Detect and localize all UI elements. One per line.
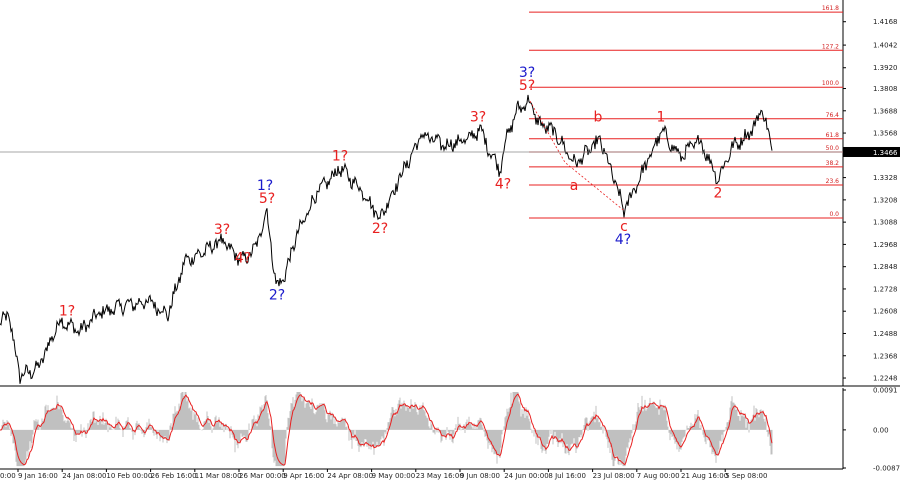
time-tick-label: 8 Jul 16:00: [548, 472, 586, 480]
fib-level-label: 38.2: [826, 160, 840, 167]
fib-level-label: 161.8: [822, 5, 839, 12]
time-tick-label: 9 Jan 16:00: [18, 472, 58, 480]
time-tick-label: 7 Aug 00:00: [637, 472, 680, 480]
price-tick-label: 1.3920: [873, 64, 898, 72]
wave-label: 2?: [372, 221, 388, 237]
price-tick-label: 1.3688: [873, 107, 898, 115]
wave-label: 4?: [235, 251, 251, 267]
wave-label: 3?: [519, 65, 535, 81]
osc-tick-label: 0.0091: [873, 387, 898, 395]
signal-line: [0, 393, 773, 466]
time-tick-label: 24 Apr 08:00: [327, 472, 373, 480]
price-tick-label: 1.4042: [873, 42, 898, 50]
current-price-box: [843, 146, 900, 157]
price-tick-label: 1.2608: [873, 308, 898, 316]
price-tick-label: 1.2368: [873, 352, 898, 360]
wave-label: 1?: [332, 149, 348, 165]
price-tick-label: 1.2248: [873, 375, 898, 383]
price-tick-label: 1.2848: [873, 263, 898, 271]
wave-label: 2: [714, 186, 723, 202]
time-tick-label: 9 May 00:00: [372, 472, 416, 480]
time-tick-label: 26 Mar 00:00: [239, 472, 286, 480]
time-tick-label: 24 Jun 00:00: [504, 472, 548, 480]
wave-label: c: [620, 219, 628, 235]
fib-level-label: 127.2: [822, 43, 839, 50]
fib-level-label: 100.0: [822, 80, 839, 87]
price-tick-label: 1.3208: [873, 196, 898, 204]
time-tick-label: 9 Jun 08:00: [460, 472, 500, 480]
price-tick-label: 1.3568: [873, 130, 898, 138]
price-tick-label: 1.3808: [873, 85, 898, 93]
wave-label: 2?: [269, 288, 285, 304]
wave-label: 3?: [470, 110, 486, 126]
time-tick-label: 5 Sep 08:00: [725, 472, 767, 480]
time-tick-label: 0:00: [0, 472, 16, 480]
wave-label: 4?: [615, 232, 631, 248]
time-tick-label: 26 Feb 16:00: [151, 472, 197, 480]
oscillator-series: 0.0091 0.00 -0.0087: [0, 387, 900, 473]
fib-level-label: 50.0: [826, 145, 840, 152]
time-tick-labels: 0:00 9 Jan 16:00 24 Jan 08:00 10 Feb 00:002…: [0, 469, 767, 480]
fib-level-label: 0.0: [829, 211, 839, 218]
fib-level-label: 61.8: [826, 132, 840, 139]
price-tick-label: 1.3328: [873, 174, 898, 182]
price-tick-label: 1.3088: [873, 219, 898, 227]
price-tick-label: 1.4168: [873, 18, 898, 26]
wave-label: 1?: [257, 178, 273, 194]
wave-label: 4?: [495, 176, 511, 192]
fib-level-label: 23.6: [826, 178, 840, 185]
wave-label: 1: [657, 110, 666, 126]
wave-label: 5?: [519, 78, 535, 94]
osc-tick-label: -0.0087: [873, 465, 900, 473]
time-tick-label: 23 May 16:00: [416, 472, 464, 480]
wave-label: 1?: [59, 303, 75, 319]
wave-connector-line: [529, 100, 625, 211]
price-tick-label: 1.2728: [873, 285, 898, 293]
time-tick-label: 9 Apr 16:00: [283, 472, 324, 480]
wave-label: a: [570, 178, 579, 194]
wave-label: 5?: [259, 191, 275, 207]
price-tick-label: 1.2488: [873, 330, 898, 338]
fib-level-label: 76.4: [826, 112, 840, 119]
time-tick-label: 10 Feb 00:00: [106, 472, 152, 480]
price-series: [0, 94, 843, 384]
price-tick-labels: 1.4168 1.4042 1.3920 1.3808 1.3688 1.3568 1.34…: [843, 18, 900, 383]
osc-tick-label: 0.00: [873, 426, 889, 434]
time-tick-label: 24 Jan 08:00: [62, 472, 106, 480]
current-price-label: 1.3466: [873, 149, 898, 157]
price-line: [0, 94, 773, 384]
wave-label: b: [594, 110, 603, 126]
wave-label: 3?: [214, 222, 230, 238]
time-tick-label: 11 Mar 08:00: [195, 472, 242, 480]
price-tick-label: 1.2968: [873, 241, 898, 249]
time-tick-label: 21 Aug 16:00: [681, 472, 728, 480]
time-tick-label: 23 Jul 08:00: [593, 472, 635, 480]
